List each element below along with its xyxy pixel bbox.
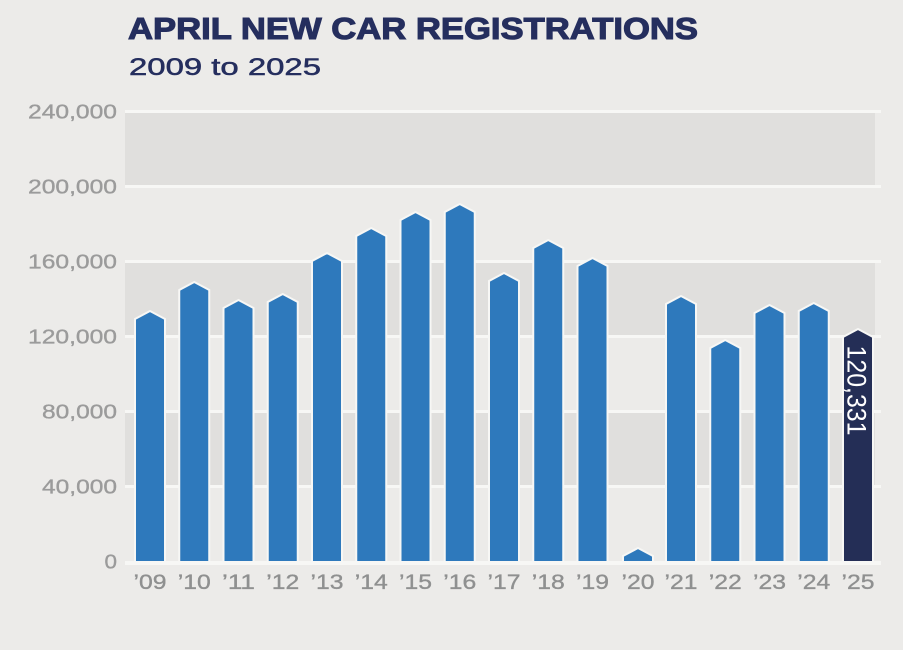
svg-text:40,000: 40,000 [42, 476, 117, 499]
svg-text:’22: ’22 [709, 570, 742, 594]
svg-text:’10: ’10 [178, 570, 211, 594]
svg-text:’23: ’23 [753, 570, 786, 594]
svg-text:’14: ’14 [355, 570, 388, 594]
svg-text:’09: ’09 [134, 570, 167, 594]
svg-text:2009 to 2025: 2009 to 2025 [129, 54, 321, 81]
svg-text:0: 0 [105, 551, 118, 574]
svg-text:200,000: 200,000 [28, 176, 117, 199]
svg-text:’17: ’17 [488, 570, 521, 594]
svg-text:120,331: 120,331 [842, 346, 872, 436]
svg-text:’19: ’19 [576, 570, 609, 594]
svg-text:’12: ’12 [266, 570, 299, 594]
svg-text:’21: ’21 [665, 570, 698, 594]
svg-text:80,000: 80,000 [42, 401, 117, 424]
svg-text:’18: ’18 [532, 570, 565, 594]
svg-text:160,000: 160,000 [28, 251, 117, 274]
svg-text:’25: ’25 [842, 570, 875, 594]
svg-text:’11: ’11 [222, 570, 255, 594]
svg-text:120,000: 120,000 [28, 326, 117, 349]
svg-text:’24: ’24 [797, 570, 830, 594]
svg-text:’20: ’20 [622, 570, 655, 594]
svg-text:’13: ’13 [311, 570, 344, 594]
svg-text:APRIL NEW CAR REGISTRATIONS: APRIL NEW CAR REGISTRATIONS [128, 11, 698, 46]
svg-text:240,000: 240,000 [28, 101, 117, 124]
svg-text:’16: ’16 [443, 570, 476, 594]
svg-text:’15: ’15 [399, 570, 432, 594]
